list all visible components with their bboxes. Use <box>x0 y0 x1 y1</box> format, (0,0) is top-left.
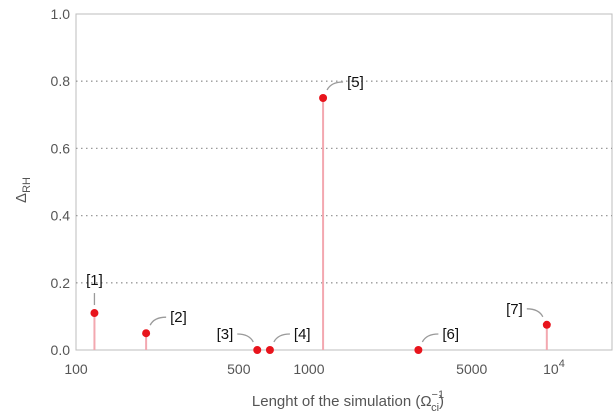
x-axis-title-sup: −1 <box>432 389 445 401</box>
y-axis-title-sub: RH <box>21 177 33 193</box>
data-point-0 <box>90 309 99 318</box>
label-leader-3 <box>273 333 290 343</box>
point-labels: [1] [2] [3] [4] [5] [6] [7] <box>86 74 523 343</box>
point-label-3: [4] <box>294 326 311 343</box>
label-leaders <box>93 81 544 343</box>
grid-lines <box>76 80 612 284</box>
label-leader-4 <box>326 81 344 91</box>
x-tick-power-exponent: 4 <box>559 358 565 370</box>
point-label-0: [1] <box>86 272 103 289</box>
x-tick-label-2: 1000 <box>293 361 324 377</box>
label-leader-5 <box>421 333 439 343</box>
label-leader-6 <box>526 308 544 318</box>
y-tick-label-0: 0.0 <box>51 342 71 358</box>
data-point-3 <box>265 346 274 354</box>
label-leader-2 <box>237 333 254 343</box>
point-label-5: [6] <box>442 326 459 343</box>
y-tick-label-4: 0.8 <box>51 73 71 89</box>
x-tick-label-0: 100 <box>64 361 88 377</box>
data-point-4 <box>319 94 328 102</box>
stems <box>93 98 548 350</box>
x-axis-title-main: Lenght of the simulation (Ω <box>252 393 432 410</box>
y-tick-label-3: 0.6 <box>51 140 71 156</box>
x-tick-label-1: 500 <box>227 361 251 377</box>
y-axis-title: ΔRH <box>13 177 33 203</box>
y-tick-label-1: 0.2 <box>51 275 71 291</box>
y-tick-label-5: 1.0 <box>51 6 71 22</box>
x-tick-labels: 100 500 1000 5000 <box>64 361 487 377</box>
x-axis-title: Lenght of the simulation (Ω−1 ci) <box>252 389 444 414</box>
data-point-5 <box>414 346 423 354</box>
label-leader-1 <box>149 316 167 326</box>
y-tick-label-2: 0.4 <box>51 208 71 224</box>
point-label-1: [2] <box>170 309 187 326</box>
y-tick-labels: 0.0 0.2 0.4 0.6 0.8 1.0 <box>51 6 71 358</box>
point-label-4: [5] <box>347 74 364 91</box>
data-point-1 <box>142 329 151 338</box>
y-axis-title-main: Δ <box>13 193 30 203</box>
x-axis-title-close: ) <box>439 393 444 410</box>
x-tick-label-3: 5000 <box>456 361 487 377</box>
point-label-6: [7] <box>506 301 523 318</box>
data-points <box>90 94 551 354</box>
point-label-2: [3] <box>217 326 234 343</box>
x-tick-label-power: 104 <box>543 358 565 377</box>
data-point-2 <box>253 346 262 354</box>
data-point-6 <box>542 320 551 329</box>
plot-frame <box>75 13 613 351</box>
x-tick-power-base: 10 <box>543 361 559 377</box>
x-axis-title-sub: ci <box>431 402 439 414</box>
